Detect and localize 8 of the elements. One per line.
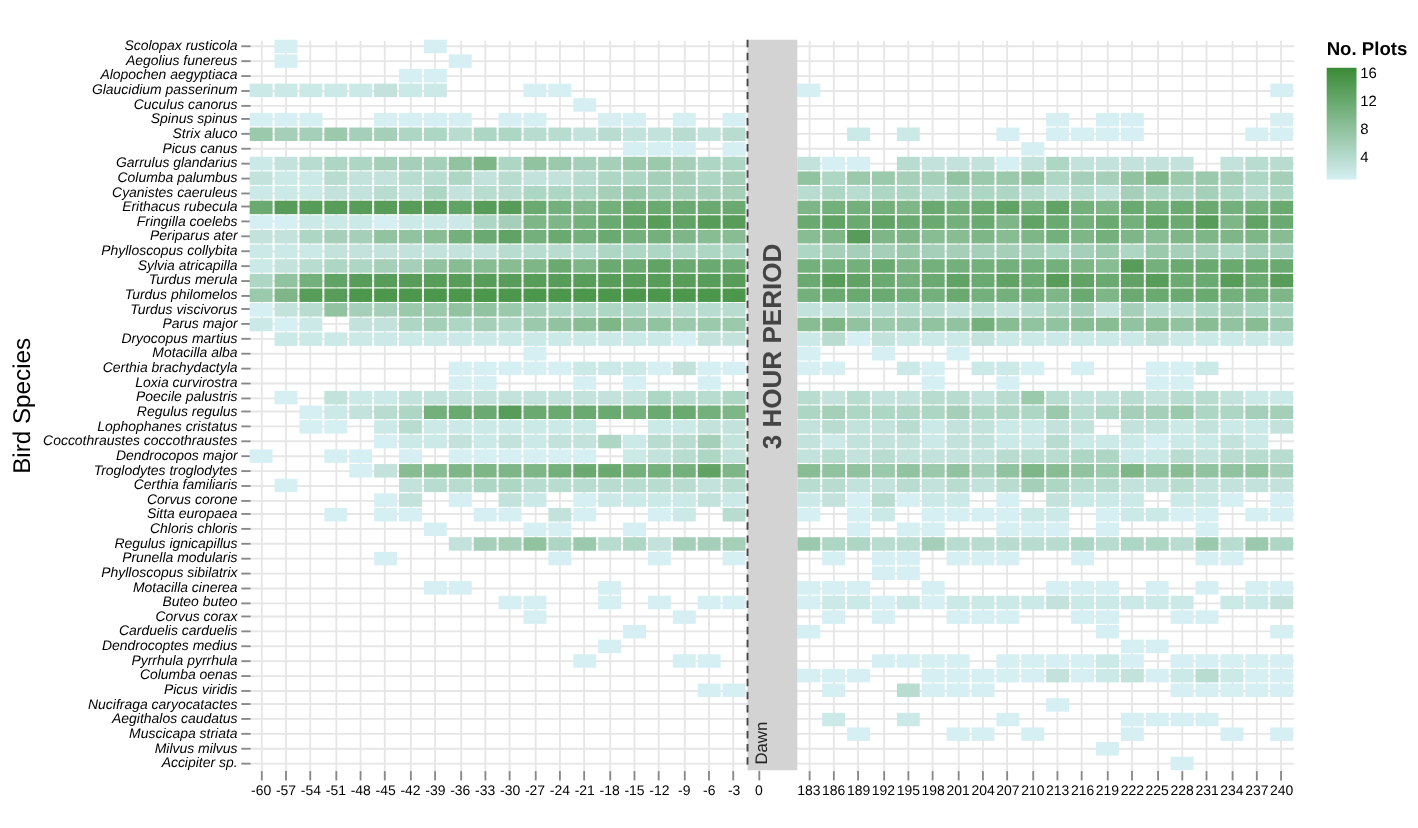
- color-bar-label: 16: [1360, 64, 1377, 83]
- legend-title: No. Plots: [1326, 38, 1408, 59]
- color-bar-label: 12: [1360, 92, 1377, 111]
- y-axis-title: Bird Species: [7, 337, 36, 474]
- color-bar-label: 8: [1360, 120, 1369, 139]
- color-bar-label: 4: [1360, 148, 1369, 167]
- ref-line-label: Dawn: [750, 721, 771, 765]
- band-label: 3 HOUR PERIOD: [757, 243, 788, 450]
